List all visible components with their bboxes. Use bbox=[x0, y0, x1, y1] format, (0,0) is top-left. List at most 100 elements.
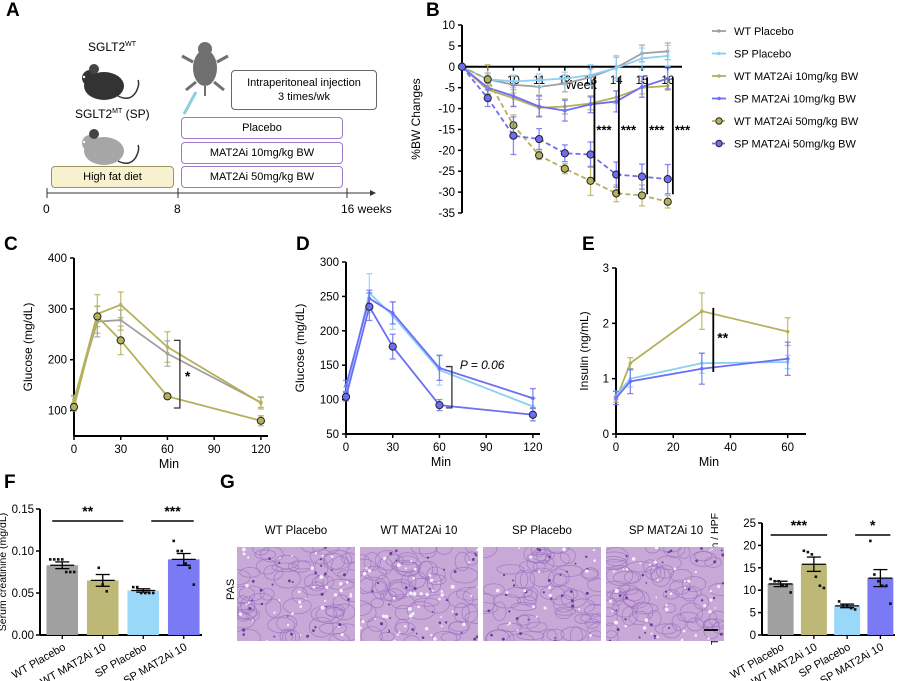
tubule bbox=[240, 596, 256, 614]
data-point bbox=[341, 392, 351, 401]
significance-label: P = 0.06 bbox=[460, 358, 505, 372]
y-tick-label: 0 bbox=[449, 62, 455, 74]
timeline-tick-16: 16 weeks bbox=[341, 202, 392, 216]
x-tick-label: 120 bbox=[523, 442, 542, 454]
vacuole bbox=[242, 552, 246, 556]
significance-label: *** bbox=[164, 503, 181, 519]
vacuole bbox=[345, 581, 349, 584]
vacuole bbox=[532, 605, 535, 609]
tubule bbox=[265, 598, 282, 618]
nucleus bbox=[536, 547, 539, 551]
x-tick-label: 30 bbox=[114, 444, 127, 456]
vacuole bbox=[589, 633, 592, 637]
data-point bbox=[628, 361, 633, 365]
bar bbox=[867, 578, 894, 635]
series-line bbox=[615, 310, 788, 401]
data-point bbox=[810, 553, 814, 556]
chart-g-vacuolization: 0510152025Tubular vacuolazation / HPFWT … bbox=[709, 513, 895, 681]
nucleus bbox=[475, 554, 478, 557]
chart-d-glucose-sp: 50 100 150 200 250 300 0 30 60 90 120 Min Glucose (m… bbox=[293, 257, 542, 469]
data-point bbox=[588, 73, 593, 77]
nucleus bbox=[653, 634, 657, 638]
tubule bbox=[390, 560, 418, 572]
data-point bbox=[56, 558, 60, 561]
vacuole bbox=[406, 594, 409, 597]
vacuole bbox=[655, 596, 658, 599]
vacuole bbox=[430, 633, 433, 637]
nucleus bbox=[251, 579, 255, 583]
vacuole bbox=[437, 581, 440, 584]
data-point bbox=[435, 401, 444, 410]
y-tick-label: 250 bbox=[320, 291, 339, 303]
nucleus bbox=[721, 553, 724, 557]
nucleus bbox=[645, 582, 648, 584]
tubule bbox=[318, 622, 348, 635]
nucleus bbox=[421, 636, 425, 639]
y-tick-label: 25 bbox=[743, 518, 756, 530]
vacuole bbox=[611, 610, 614, 613]
nucleus bbox=[667, 550, 670, 554]
vacuole bbox=[386, 630, 389, 632]
histo-image-wt-placebo bbox=[237, 547, 355, 641]
tubule bbox=[584, 604, 601, 617]
nucleus bbox=[338, 623, 342, 627]
nucleus bbox=[565, 570, 568, 573]
nucleus bbox=[519, 632, 522, 636]
nucleus bbox=[290, 632, 293, 636]
y-axis-label: %BW Changes bbox=[409, 78, 423, 159]
tubule bbox=[237, 608, 258, 619]
bar-group bbox=[767, 577, 794, 635]
nucleus bbox=[473, 637, 477, 641]
chart-b-bw-change: 1050-5-10-15-20-25-30-35910111213141516W… bbox=[409, 20, 859, 220]
data-point bbox=[640, 56, 644, 61]
tubule bbox=[554, 606, 577, 616]
y-tick-label: 5 bbox=[750, 608, 756, 620]
nucleus bbox=[665, 595, 668, 598]
nucleus bbox=[501, 637, 505, 641]
tubule bbox=[631, 602, 659, 615]
vacuole bbox=[507, 624, 509, 626]
tubule bbox=[435, 547, 453, 555]
vacuole bbox=[310, 566, 315, 570]
tubule bbox=[654, 623, 678, 635]
tubule bbox=[656, 564, 675, 579]
vacuole bbox=[650, 632, 653, 635]
bar-group bbox=[86, 566, 119, 635]
bar bbox=[86, 580, 119, 635]
tubule bbox=[523, 589, 538, 608]
y-tick-label: 1 bbox=[603, 374, 609, 386]
vacuole bbox=[669, 592, 673, 595]
x-axis-label: Min bbox=[159, 457, 179, 471]
x-tick-label: 0 bbox=[71, 444, 77, 456]
y-tick-label: 0 bbox=[603, 429, 609, 441]
vacuole bbox=[592, 549, 596, 552]
nucleus bbox=[550, 597, 553, 600]
vacuole bbox=[639, 562, 642, 565]
data-point bbox=[457, 62, 467, 71]
vacuole bbox=[362, 571, 367, 576]
tubule bbox=[360, 626, 383, 641]
nucleus bbox=[445, 598, 449, 602]
tubule bbox=[677, 547, 691, 559]
tubule bbox=[681, 587, 698, 602]
x-tick-label: 30 bbox=[386, 442, 399, 454]
vacuole bbox=[440, 593, 445, 597]
x-axis-label: Min bbox=[431, 455, 451, 469]
tubule bbox=[517, 614, 531, 626]
vacuole bbox=[717, 585, 721, 589]
nucleus bbox=[570, 599, 574, 603]
vacuole bbox=[612, 570, 616, 573]
series-wt-mat2ai-50mg-kg-bw bbox=[457, 62, 672, 209]
y-tick-label: 3 bbox=[603, 263, 609, 275]
data-point bbox=[806, 550, 810, 554]
data-point bbox=[344, 384, 348, 388]
vacuole bbox=[656, 579, 659, 582]
x-tick-label: 90 bbox=[480, 442, 493, 454]
data-point bbox=[437, 366, 442, 370]
vacuole bbox=[278, 599, 281, 602]
panel-letter-b: B bbox=[426, 0, 440, 21]
data-point bbox=[139, 591, 143, 595]
vacuole bbox=[428, 574, 432, 577]
nucleus bbox=[559, 573, 562, 576]
data-point bbox=[143, 591, 147, 595]
